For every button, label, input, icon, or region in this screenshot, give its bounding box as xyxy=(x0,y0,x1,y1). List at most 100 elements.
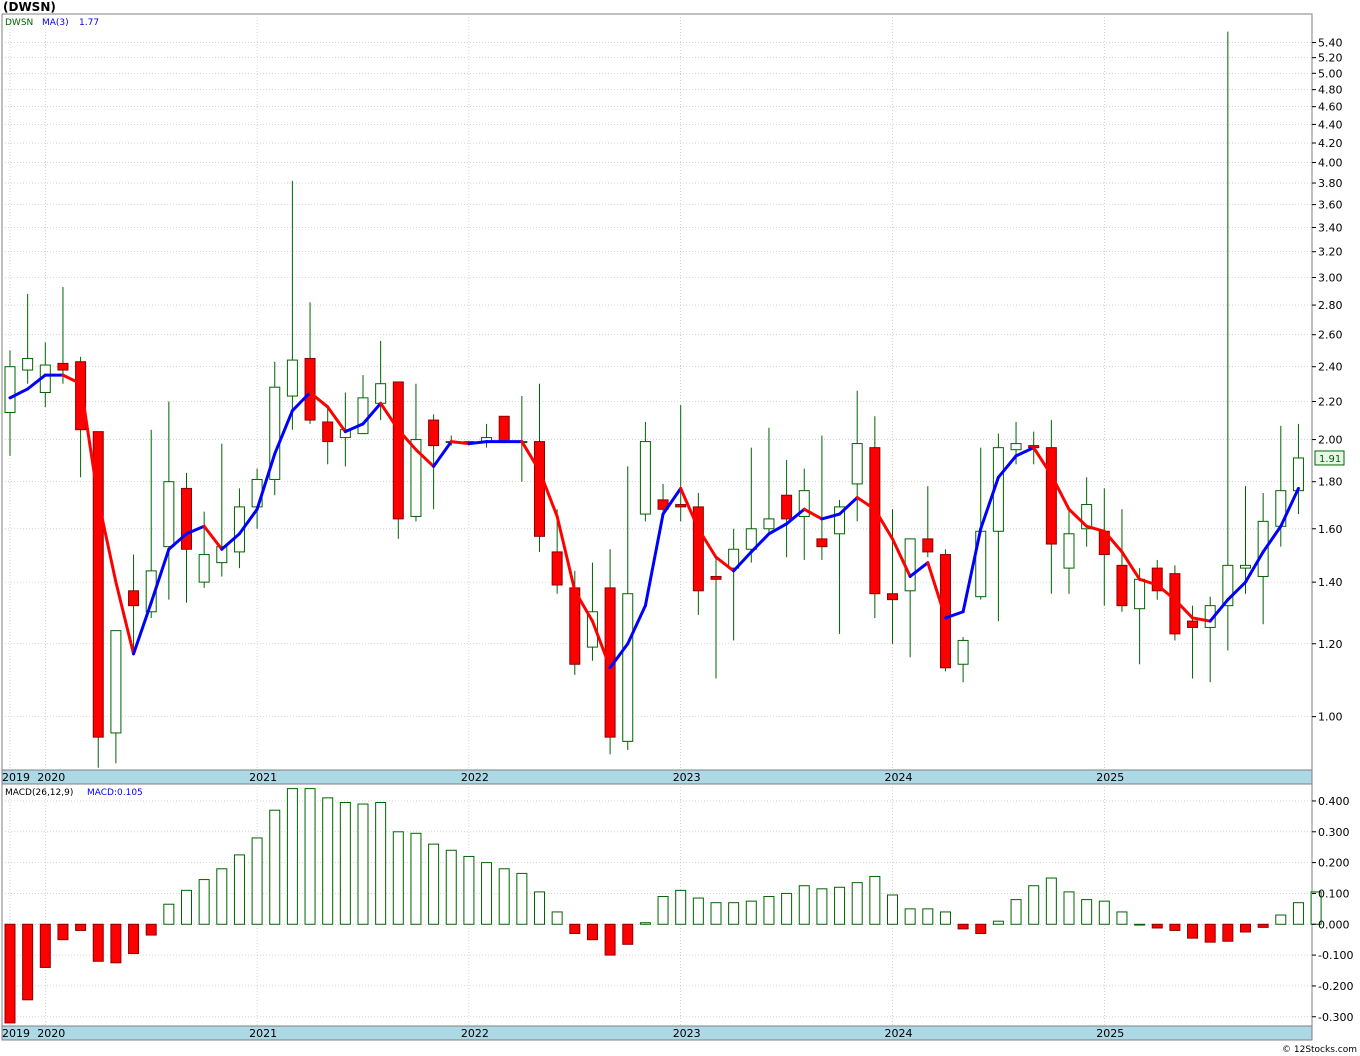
price-tick-label: 4.40 xyxy=(1318,118,1343,131)
ma-segment xyxy=(414,448,436,468)
ma-segment xyxy=(432,440,453,468)
ma-segment xyxy=(1244,550,1265,584)
price-tick-label: 3.20 xyxy=(1318,246,1343,259)
price-legend-ma-label: MA(3) xyxy=(42,18,69,28)
macd-bar-negative xyxy=(75,923,87,931)
ma-segment xyxy=(590,619,612,670)
ma-segment xyxy=(308,390,330,409)
ma-segment xyxy=(255,452,277,511)
price-panel-frame xyxy=(1,13,1313,771)
candle-up xyxy=(639,441,651,515)
macd-bar-positive xyxy=(304,788,316,925)
chart-title: (DWSN) xyxy=(3,0,56,14)
moving-average-line xyxy=(8,373,1300,670)
ma-segment xyxy=(167,532,188,551)
macd-bar-positive xyxy=(198,879,210,925)
ma-segment xyxy=(855,496,877,511)
price-tick-label: 5.40 xyxy=(1318,37,1343,50)
macd-bar-negative xyxy=(975,923,987,935)
macd-bar-negative xyxy=(1257,923,1269,928)
ma-segment xyxy=(343,422,365,434)
macd-panel-frame xyxy=(1,783,1313,1027)
ma-segment xyxy=(643,512,665,608)
macd-bar-negative xyxy=(39,923,51,968)
macd-year-label: 2020 xyxy=(37,1027,65,1040)
candle-up xyxy=(851,443,863,485)
candle-down xyxy=(428,419,440,447)
macd-bar-positive xyxy=(534,891,545,925)
macd-year-label: 2022 xyxy=(461,1027,489,1040)
candle-up xyxy=(216,546,228,564)
macd-bar-negative xyxy=(128,923,140,955)
ma-segment xyxy=(891,537,912,578)
ma-segment xyxy=(202,524,224,551)
candle-down xyxy=(1045,447,1057,545)
price-tick-label: 3.60 xyxy=(1318,199,1343,212)
candle-up xyxy=(1257,520,1269,577)
macd-bar-positive xyxy=(1010,899,1022,925)
price-tick-label: 3.40 xyxy=(1318,221,1343,234)
ma-segment xyxy=(96,498,118,584)
ma-segment xyxy=(379,401,400,432)
candle-down xyxy=(128,590,140,607)
price-tick-label: 4.60 xyxy=(1318,101,1343,114)
macd-bar-positive xyxy=(392,831,404,925)
macd-bar-positive xyxy=(339,801,351,925)
candle-up xyxy=(1222,564,1234,607)
macd-tick-label: 0.300 xyxy=(1318,826,1350,839)
candle-down xyxy=(710,575,722,580)
ma-segment xyxy=(679,486,700,531)
ma-segment xyxy=(802,507,824,521)
macd-bar-positive xyxy=(463,855,475,925)
macd-bar-positive xyxy=(551,911,563,925)
macd-bar-positive xyxy=(1292,902,1304,925)
price-tick-label: 3.80 xyxy=(1318,177,1343,190)
price-year-label: 2023 xyxy=(673,771,701,784)
macd-bar-negative xyxy=(92,923,104,962)
ma-segment xyxy=(1014,446,1036,458)
macd-bar-negative xyxy=(569,923,581,935)
price-tick-label: 5.00 xyxy=(1318,67,1343,80)
macd-bars xyxy=(4,788,1322,1024)
price-candles xyxy=(4,31,1304,768)
candle-up xyxy=(1240,564,1251,569)
candle-down xyxy=(675,504,687,508)
price-tick-label: 1.60 xyxy=(1318,523,1343,536)
macd-bar-positive xyxy=(904,908,916,925)
candle-down xyxy=(692,506,704,592)
candle-up xyxy=(1292,457,1304,492)
candle-up xyxy=(1081,504,1093,530)
macd-bar-positive xyxy=(992,920,1004,925)
ma-segment xyxy=(820,512,842,521)
ma-segment xyxy=(520,440,541,473)
macd-year-label: 2023 xyxy=(673,1027,701,1040)
macd-bar-positive xyxy=(357,803,369,925)
macd-bar-positive xyxy=(834,886,846,925)
price-x-axis: 2019 2020 2021 2022 2023 2024 2025 xyxy=(2,771,1124,784)
candle-up xyxy=(269,386,281,480)
candle-down xyxy=(304,357,316,421)
ma-segment xyxy=(767,522,789,536)
macd-bar-positive xyxy=(498,868,510,925)
price-year-label: 2020 xyxy=(37,771,65,784)
macd-bar-positive xyxy=(922,908,934,925)
macd-bar-positive xyxy=(869,875,881,925)
price-tick-label: 2.20 xyxy=(1318,395,1343,408)
candle-down xyxy=(75,361,87,431)
ma-segment xyxy=(467,440,489,446)
price-year-label: 2025 xyxy=(1096,771,1124,784)
macd-bar-positive xyxy=(763,896,775,925)
macd-bar-positive xyxy=(781,892,793,925)
macd-bar-positive xyxy=(1081,899,1093,925)
candle-up xyxy=(198,554,210,583)
candle-up xyxy=(904,538,916,592)
candle-up xyxy=(728,548,740,569)
ma-segment xyxy=(8,387,30,400)
macd-year-label: 2024 xyxy=(885,1027,913,1040)
candle-down xyxy=(57,362,69,371)
price-tick-label: 1.80 xyxy=(1318,476,1343,489)
ma-segment xyxy=(26,373,47,391)
ma-segment xyxy=(132,601,153,656)
candle-down xyxy=(1151,567,1163,592)
price-tick-label: 4.00 xyxy=(1318,157,1343,170)
